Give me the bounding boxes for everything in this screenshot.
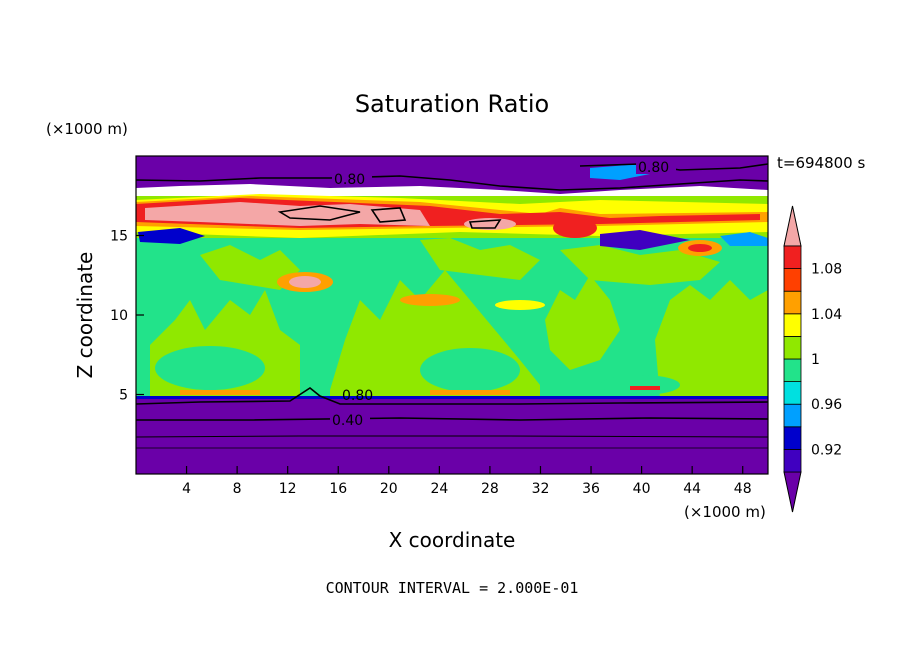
contour-labels: 0.80 0.80 0.80 0.40: [330, 159, 676, 429]
colorbar-swatch: [783, 426, 802, 450]
y-axis-title: Z coordinate: [73, 252, 97, 379]
x-tick-label: 8: [233, 481, 242, 497]
colorbar-swatch: [783, 268, 802, 292]
pink-band: [145, 202, 430, 226]
y-unit-label: (×1000 m): [46, 120, 128, 138]
x-tick-label: 24: [430, 481, 448, 497]
contour-label: 0.80: [342, 388, 373, 404]
contours: [136, 163, 768, 449]
blue-streaks: [138, 228, 768, 250]
mid-level-patches: [277, 218, 722, 310]
colorbar-swatch: [783, 313, 802, 337]
x-unit-label: (×1000 m): [684, 503, 766, 521]
colorbar-tick-label: 1: [811, 352, 820, 368]
colorbar-max-arrow: [783, 205, 802, 247]
x-tick-label: 28: [481, 481, 499, 497]
contour-label: 0.80: [334, 172, 365, 188]
y-tick-label: 5: [119, 388, 128, 404]
x-tick-label: 20: [380, 481, 398, 497]
colorbar-tick-label: 1.04: [811, 307, 842, 323]
y-tick-label: 15: [110, 229, 128, 245]
colorbar-swatch: [783, 335, 802, 360]
colorbar-swatch: [783, 448, 802, 473]
colorbar-swatch: [783, 290, 802, 315]
colorbar-tick-label: 1.08: [811, 262, 842, 278]
y-tick-label: 10: [110, 308, 128, 324]
colorbar-swatch: [783, 403, 802, 428]
x-tick-label: 48: [734, 481, 752, 497]
colorbar-min-arrow: [783, 471, 802, 513]
colorbar-swatch: [783, 358, 802, 383]
colorbar-swatch: [783, 381, 802, 405]
colorbar-tick-label: 0.96: [811, 397, 842, 413]
x-tick-label: 4: [182, 481, 191, 497]
x-axis-ticks: 4 8 12 16 20 24 28 32 36 40 44 48: [182, 466, 752, 497]
field: 0.80 0.80 0.80 0.40: [136, 156, 768, 474]
x-axis-title: X coordinate: [389, 528, 516, 552]
x-tick-label: 16: [329, 481, 347, 497]
contour-interval-footer: CONTOUR INTERVAL = 2.000E-01: [326, 579, 579, 597]
y-axis-ticks: 5 10 15: [110, 229, 144, 404]
contour-label: 0.40: [332, 413, 363, 429]
x-tick-label: 36: [582, 481, 600, 497]
x-tick-label: 32: [532, 481, 550, 497]
chart-title: Saturation Ratio: [355, 90, 549, 118]
x-tick-label: 44: [683, 481, 701, 497]
x-tick-label: 40: [633, 481, 651, 497]
x-tick-label: 12: [279, 481, 297, 497]
contour-label: 0.80: [638, 160, 669, 176]
time-label: t=694800 s: [777, 154, 865, 172]
cloud-base-streaks: [136, 386, 768, 399]
colorbar-tick-label: 0.92: [811, 442, 842, 458]
colorbar-swatch: [783, 245, 802, 270]
colorbar: 0.92 0.96 1 1.04 1.08: [783, 205, 842, 513]
